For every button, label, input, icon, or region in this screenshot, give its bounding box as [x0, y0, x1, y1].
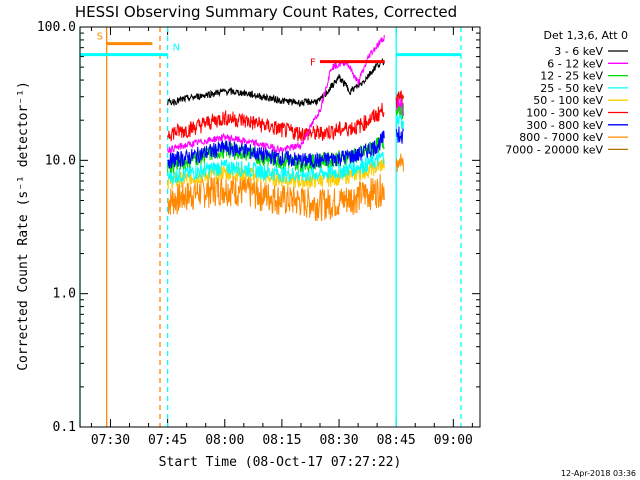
legend-entry-label: 12 - 25 keV: [540, 70, 603, 83]
annotation-label: F: [310, 58, 316, 69]
x-tick-label: 09:00: [434, 433, 473, 448]
x-tick-label: 07:30: [91, 433, 130, 448]
plot-frame: [79, 26, 481, 428]
legend-entry-label: 25 - 50 keV: [540, 82, 603, 95]
y-tick-label: 100.0: [37, 20, 76, 35]
y-tick-label: 1.0: [53, 287, 76, 302]
post-gap-series-line: [395, 126, 404, 144]
y-tick-label: 0.1: [53, 420, 76, 435]
legend-entry-label: 7000 - 20000 keV: [505, 143, 603, 156]
legend-entry-label: 3 - 6 keV: [554, 45, 603, 58]
x-tick-label: 08:00: [205, 433, 244, 448]
series-line-5: [167, 102, 385, 142]
y-tick-label: 10.0: [45, 153, 76, 168]
annotation-label: S: [97, 32, 103, 43]
series-line-1: [167, 34, 385, 155]
series-line-7: [167, 173, 385, 222]
post-gap-series-line: [395, 97, 404, 116]
legend-entry-label: 6 - 12 keV: [547, 57, 603, 70]
x-axis-label: Start Time (08-Oct-17 07:27:22): [159, 455, 402, 470]
x-tick-label: 08:30: [319, 433, 358, 448]
legend-entry-label: 800 - 7000 keV: [519, 131, 603, 144]
footer-timestamp: 12-Apr-2018 03:36: [561, 469, 636, 478]
x-tick-label: 07:45: [148, 433, 187, 448]
annotation-label: N: [173, 43, 180, 54]
legend-title: Det 1,3,6, Att 0: [544, 29, 628, 42]
legend-entry-label: 100 - 300 keV: [526, 107, 603, 120]
post-gap-series-line: [395, 153, 404, 173]
x-tick-label: 08:15: [262, 433, 301, 448]
post-gap-series-line: [395, 114, 404, 132]
y-axis-label: Corrected Count Rate (s⁻¹ detector⁻¹): [16, 81, 31, 371]
legend-entry-label: 50 - 100 keV: [533, 94, 603, 107]
plot-area: 0.1 1.0 10.0 100.0 07:30 07:45 08:00 08:15 08:30…: [37, 20, 480, 448]
legend-entry-label: 300 - 800 keV: [526, 119, 603, 132]
x-tick-label: 08:45: [377, 433, 416, 448]
series-line-0: [167, 58, 385, 108]
chart-title: HESSI Observing Summary Count Rates, Cor…: [75, 3, 457, 21]
series-line-3: [167, 151, 385, 185]
